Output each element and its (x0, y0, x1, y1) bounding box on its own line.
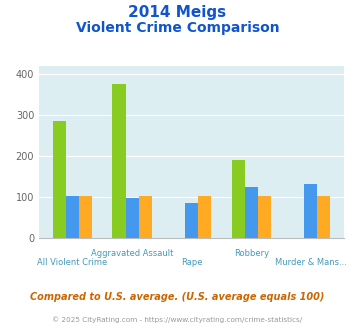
Text: Robbery: Robbery (234, 249, 269, 258)
Bar (245, 187, 258, 238)
Text: Rape: Rape (181, 258, 202, 267)
Bar (66, 195, 79, 238)
Text: Murder & Mans...: Murder & Mans... (275, 258, 347, 267)
Bar (185, 203, 198, 238)
Text: 2014 Meigs: 2014 Meigs (129, 5, 226, 20)
Text: Compared to U.S. average. (U.S. average equals 100): Compared to U.S. average. (U.S. average … (30, 292, 325, 302)
Bar (53, 121, 66, 238)
Bar (304, 184, 317, 238)
Text: All Violent Crime: All Violent Crime (38, 258, 108, 267)
Bar (113, 84, 126, 238)
Bar (317, 196, 331, 238)
Bar (258, 195, 271, 238)
Bar (231, 160, 245, 238)
Bar (126, 198, 139, 238)
Bar (139, 196, 152, 238)
Text: © 2025 CityRating.com - https://www.cityrating.com/crime-statistics/: © 2025 CityRating.com - https://www.city… (53, 317, 302, 323)
Text: Aggravated Assault: Aggravated Assault (91, 249, 173, 258)
Bar (79, 195, 92, 238)
Bar (198, 195, 211, 238)
Text: Violent Crime Comparison: Violent Crime Comparison (76, 21, 279, 35)
